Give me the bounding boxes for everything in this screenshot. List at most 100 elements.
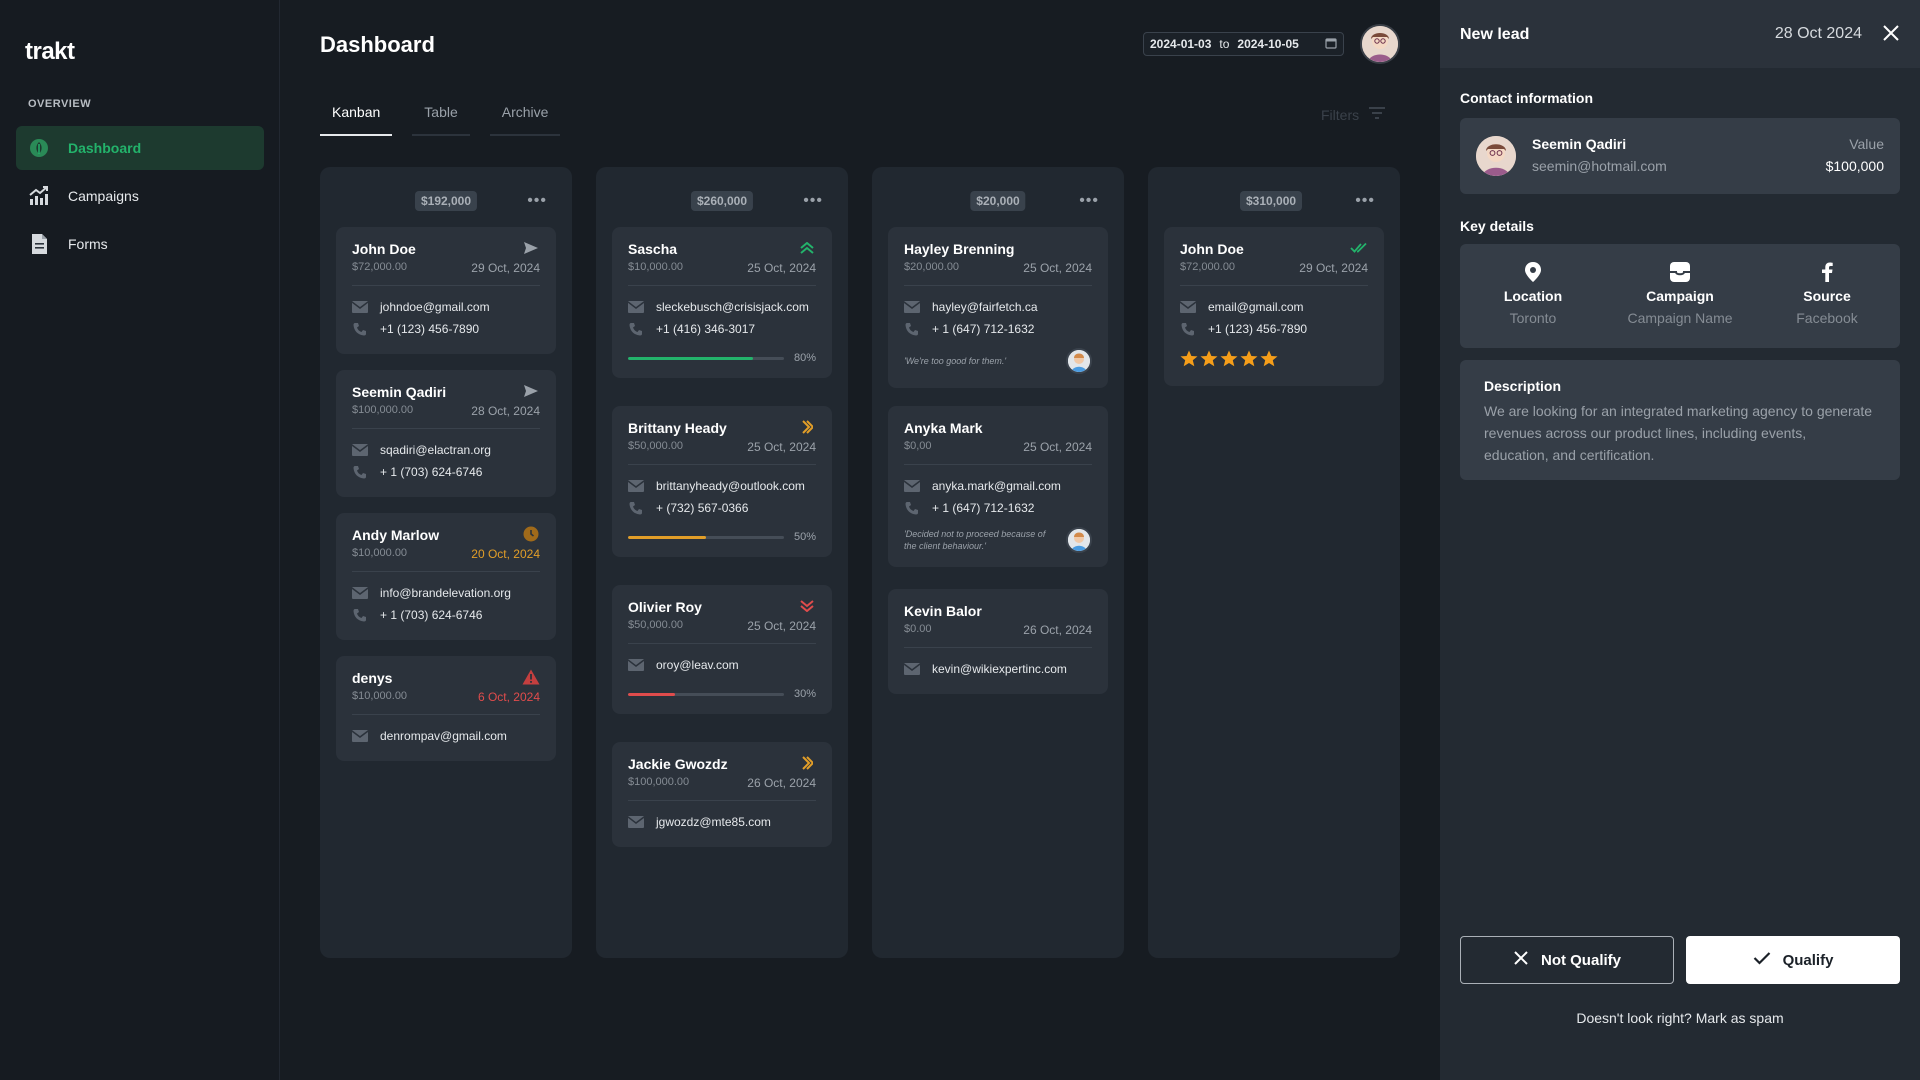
star-icon[interactable] (1200, 350, 1218, 372)
lead-amount: $10,000.00 (352, 690, 408, 702)
nav-section-title: OVERVIEW (28, 98, 92, 110)
lead-card[interactable]: Anyka Mark $0,00 25 Oct, 2024 anyka.mark@… (888, 406, 1108, 567)
lead-phone[interactable]: + 1 (703) 624-6746 (380, 465, 483, 479)
date-range-picker[interactable]: 2024-01-03 to 2024-10-05 (1143, 32, 1344, 56)
lead-phone[interactable]: +1 (123) 456-7890 (380, 322, 480, 336)
phone-icon (352, 465, 368, 479)
priority-down-icon (798, 597, 816, 615)
mark-spam-link[interactable]: Doesn't look right? Mark as spam (1576, 1010, 1784, 1026)
avatar (1476, 136, 1516, 176)
lead-email[interactable]: info@brandelevation.org (380, 586, 511, 600)
progress-bar (628, 692, 784, 696)
more-icon[interactable]: ••• (527, 192, 547, 209)
lead-email[interactable]: denrompav@gmail.com (380, 729, 507, 743)
lead-date: 6 Oct, 2024 (477, 690, 540, 704)
contact-card: Seemin Qadiri seemin@hotmail.com Value $… (1460, 118, 1900, 194)
more-icon[interactable]: ••• (803, 192, 823, 209)
lead-email[interactable]: email@gmail.com (1208, 300, 1304, 314)
date-to-word: to (1219, 37, 1230, 51)
star-icon[interactable] (1180, 350, 1198, 372)
lead-email[interactable]: anyka.mark@gmail.com (932, 479, 1061, 493)
close-icon[interactable] (1882, 24, 1900, 42)
lead-name: Brittany Heady (628, 420, 727, 436)
lead-name: Anyka Mark (904, 420, 983, 436)
lead-name: Hayley Brenning (904, 241, 1015, 257)
date-to: 2024-10-05 (1237, 37, 1299, 51)
qualify-button[interactable]: Qualify (1686, 936, 1900, 984)
key-detail-title: Source (1803, 288, 1851, 304)
description-text: We are looking for an integrated marketi… (1484, 403, 1873, 463)
send-icon (522, 239, 540, 257)
tab-kanban[interactable]: Kanban (320, 104, 393, 136)
filters-label: Filters (1321, 106, 1360, 123)
kanban-column: $192,000 ••• John Doe $72,000.00 29 Oct, … (320, 167, 572, 958)
lead-name: John Doe (1180, 241, 1244, 257)
phone-icon (352, 322, 368, 336)
lead-card[interactable]: John Doe $72,000.00 29 Oct, 2024 email@gm… (1164, 227, 1384, 386)
progress-bar (628, 535, 784, 539)
lead-email[interactable]: sleckebusch@crisisjack.com (656, 300, 809, 314)
lead-card[interactable]: John Doe $72,000.00 29 Oct, 2024 johndoe@… (336, 227, 556, 354)
lead-phone[interactable]: + 1 (703) 624-6746 (380, 608, 483, 622)
divider (352, 428, 540, 429)
tab-table[interactable]: Table (412, 104, 470, 136)
mail-icon (352, 729, 368, 743)
lead-amount: $72,000.00 (1180, 261, 1236, 273)
lead-email[interactable]: oroy@leav.com (656, 658, 739, 672)
lead-phone[interactable]: + 1 (647) 712-1632 (932, 501, 1035, 515)
lead-email[interactable]: hayley@fairfetch.ca (932, 300, 1038, 314)
page-title: Dashboard (320, 32, 435, 57)
star-icon[interactable] (1220, 350, 1238, 372)
kanban-column: $260,000 ••• Sascha $10,000.00 25 Oct, 20… (596, 167, 848, 958)
lead-card[interactable]: Kevin Balor $0.00 26 Oct, 2024 kevin@wiki… (888, 589, 1108, 694)
more-icon[interactable]: ••• (1079, 192, 1099, 209)
lead-email[interactable]: kevin@wikiexpertinc.com (932, 662, 1067, 676)
lead-card[interactable]: Brittany Heady $50,000.00 25 Oct, 2024 br… (612, 406, 832, 557)
lead-card[interactable]: Seemin Qadiri $100,000.00 28 Oct, 2024 sq… (336, 370, 556, 497)
check-icon (1753, 951, 1771, 969)
rating-stars[interactable] (1180, 350, 1368, 372)
lead-phone[interactable]: + 1 (647) 712-1632 (932, 322, 1035, 336)
lead-email[interactable]: jgwozdz@mte85.com (656, 815, 771, 829)
warning-icon (522, 668, 540, 686)
lead-card[interactable]: denys $10,000.00 6 Oct, 2024 denrompav@gm… (336, 656, 556, 761)
lead-card[interactable]: Sascha $10,000.00 25 Oct, 2024 sleckebusc… (612, 227, 832, 378)
lead-phone[interactable]: +1 (123) 456-7890 (1208, 322, 1308, 336)
lead-amount: $10,000.00 (352, 547, 408, 559)
lead-phone[interactable]: + (732) 567-0366 (656, 501, 749, 515)
sidebar-item-dashboard[interactable]: Dashboard (16, 126, 264, 170)
qualify-label: Qualify (1782, 951, 1834, 969)
sidebar-item-campaigns[interactable]: Campaigns (16, 174, 264, 218)
lead-phone[interactable]: +1 (416) 346-3017 (656, 322, 756, 336)
lead-card[interactable]: Andy Marlow $10,000.00 20 Oct, 2024 info@… (336, 513, 556, 640)
lead-date: 29 Oct, 2024 (471, 261, 540, 275)
app-logo[interactable]: trakt (25, 38, 75, 65)
avatar (1066, 527, 1092, 553)
lead-card[interactable]: Olivier Roy $50,000.00 25 Oct, 2024 oroy@… (612, 585, 832, 714)
user-avatar[interactable] (1360, 24, 1400, 64)
divider (904, 464, 1092, 465)
lead-email[interactable]: sqadiri@elactran.org (380, 443, 491, 457)
star-icon[interactable] (1260, 350, 1278, 372)
lead-amount: $10,000.00 (628, 261, 684, 273)
lead-card[interactable]: Hayley Brenning $20,000.00 25 Oct, 2024 h… (888, 227, 1108, 388)
location-pin-icon (1460, 260, 1606, 284)
star-icon[interactable] (1240, 350, 1258, 372)
sidebar-item-forms[interactable]: Forms (16, 222, 264, 266)
mail-icon (628, 815, 644, 829)
lead-name: Olivier Roy (628, 599, 702, 615)
key-detail-value: Toronto (1509, 310, 1557, 326)
tab-archive[interactable]: Archive (489, 104, 561, 136)
lead-email[interactable]: brittanyheady@outlook.com (656, 479, 805, 493)
key-detail-campaign: Campaign Campaign Name (1607, 260, 1753, 326)
mail-icon (904, 479, 920, 493)
lead-quote: 'We're too good for them.' (904, 356, 1007, 366)
lead-email[interactable]: johndoe@gmail.com (380, 300, 490, 314)
not-qualify-button[interactable]: Not Qualify (1460, 936, 1674, 984)
chart-trend-icon (28, 185, 50, 207)
filters-button[interactable]: Filters (1321, 106, 1386, 123)
lead-card[interactable]: Jackie Gwozdz $100,000.00 26 Oct, 2024 jg… (612, 742, 832, 847)
more-icon[interactable]: ••• (1355, 192, 1375, 209)
contact-email[interactable]: seemin@hotmail.com (1532, 158, 1667, 174)
divider (904, 285, 1092, 286)
